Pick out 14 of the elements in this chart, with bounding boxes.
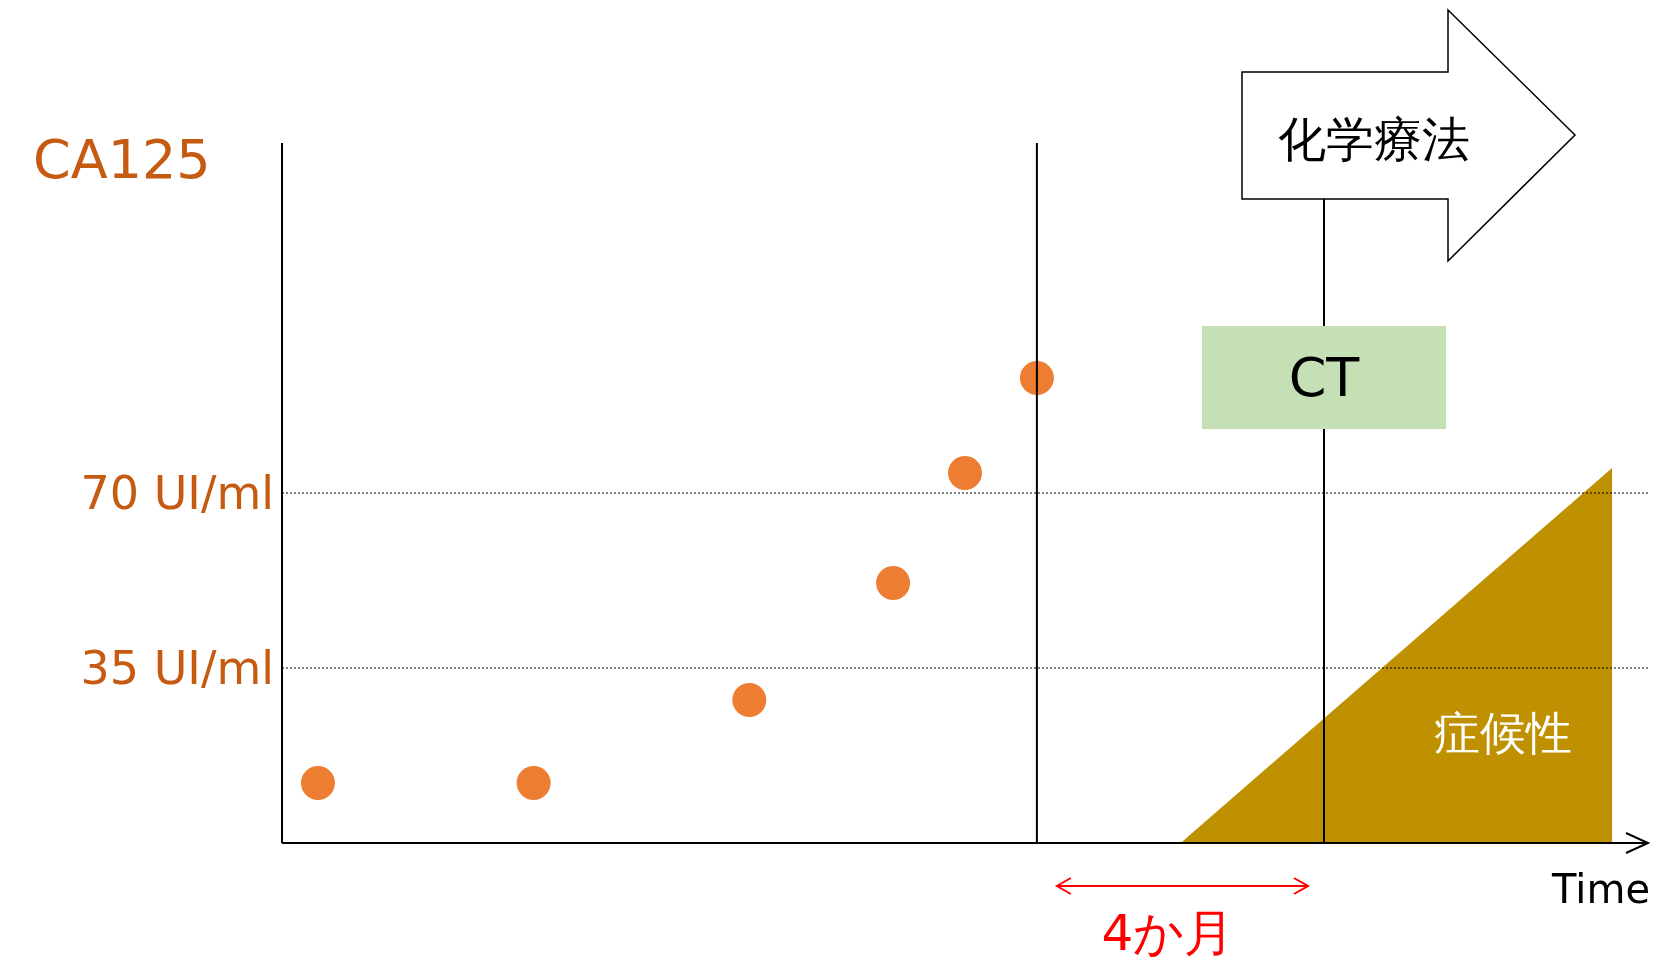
series-label: 症候性: [1434, 706, 1573, 761]
point: [1019, 361, 1054, 395]
y-axis-title: CA125: [33, 128, 211, 191]
x-axis-title: Time: [1551, 866, 1650, 912]
text: 4か月: [1101, 904, 1235, 962]
point: [948, 456, 982, 490]
point: [732, 683, 767, 717]
y-tick-label: 70 UI/ml: [80, 466, 274, 521]
y-tick-label: 35 UI/ml: [80, 641, 274, 696]
point: [516, 766, 551, 800]
annotation: CT: [1288, 346, 1361, 409]
point: [300, 766, 335, 800]
annotation: 化学療法: [1278, 111, 1470, 167]
point: [876, 566, 911, 600]
